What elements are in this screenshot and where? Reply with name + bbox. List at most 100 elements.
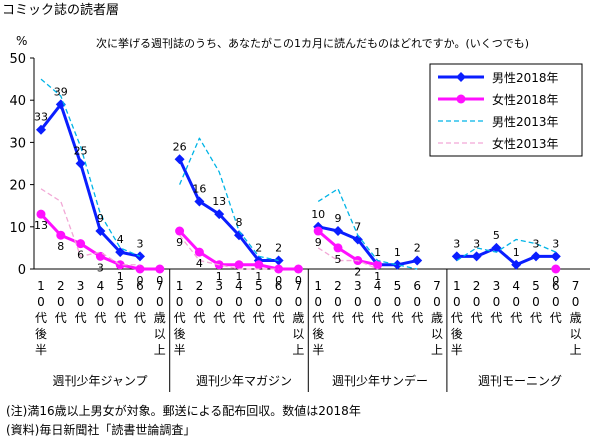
data-label: 10 — [311, 208, 325, 221]
data-label: 1 — [374, 246, 381, 259]
data-point — [135, 251, 145, 262]
data-label: 7 — [354, 220, 361, 233]
x-tick-label: 7 0 歳以上 — [154, 279, 166, 357]
data-label: 0 — [295, 274, 302, 287]
data-label: 2 — [275, 242, 282, 255]
data-label: 13 — [212, 195, 226, 208]
data-label: 1 — [513, 246, 520, 259]
data-label: 0 — [275, 274, 282, 287]
data-label: 1 — [394, 246, 401, 259]
data-label: 33 — [34, 111, 48, 124]
data-label: 8 — [236, 216, 243, 229]
series-line — [317, 247, 378, 270]
data-label: 8 — [57, 240, 64, 253]
note-scope: (注)満16歳以上男女が対象。郵送による配布回収。数値は2018年 — [6, 404, 361, 418]
data-label: 4 — [117, 233, 124, 246]
x-tick-label: 1 0 代後半 — [451, 279, 463, 357]
legend-label: 女性2018年 — [492, 92, 559, 107]
data-label: 1 — [216, 270, 223, 283]
legend-label: 男性2013年 — [492, 115, 559, 129]
series-line — [39, 213, 160, 271]
data-label: 3 — [137, 237, 144, 250]
group-label: 週刊少年ジャンプ — [52, 374, 147, 388]
y-tick-label: 30 — [9, 136, 26, 151]
series-line — [40, 188, 140, 266]
data-point — [551, 264, 561, 274]
y-unit-label: % — [16, 34, 27, 48]
legend-marker — [456, 72, 466, 82]
legend-box — [429, 63, 583, 157]
data-label: 3 — [552, 237, 559, 250]
series-line — [179, 234, 279, 270]
data-label: 5 — [335, 253, 342, 266]
data-label: 9 — [97, 212, 104, 225]
series-line — [317, 188, 418, 270]
data-label: 2 — [414, 242, 421, 255]
data-label: 1 — [236, 270, 243, 283]
series-line — [39, 102, 141, 258]
x-tick-label: 7 0 歳以上 — [570, 279, 582, 357]
series-line — [456, 246, 556, 267]
data-label: 13 — [34, 219, 48, 232]
data-label: 9 — [176, 236, 183, 249]
data-label: 2 — [354, 266, 361, 279]
x-tick-label: 1 0 代後半 — [312, 279, 324, 357]
legend-label: 男性2018年 — [492, 71, 559, 85]
data-label: 3 — [473, 237, 480, 250]
chart-title: コミック誌の読者層 — [2, 2, 119, 18]
note-source: (資料)毎日新聞社「読書世論調査」 — [6, 423, 196, 437]
x-tick-label: 1 0 代後半 — [174, 279, 186, 357]
y-tick-label: 20 — [9, 179, 26, 194]
data-label: 1 — [374, 270, 381, 283]
data-label: 25 — [74, 145, 88, 158]
group-label: 週刊モーニング — [478, 374, 562, 388]
data-label: 39 — [54, 85, 68, 98]
data-label: 2 — [255, 242, 262, 255]
series-line — [317, 229, 378, 267]
data-label: 16 — [192, 182, 206, 195]
series-line — [317, 225, 418, 267]
x-tick-label: 7 0 歳以上 — [292, 279, 304, 357]
data-label: 0 — [552, 274, 559, 287]
data-label: 9 — [335, 212, 342, 225]
series-line — [456, 238, 557, 262]
data-label: 1 — [117, 270, 124, 283]
group-label: 週刊少年マガジン — [196, 374, 292, 388]
data-label: 0 — [137, 274, 144, 287]
data-label: 3 — [453, 237, 460, 250]
chart-subtitle: 次に挙げる週刊誌のうち、あなたがこの1カ月に読んだものはどれですか。(いくつでも… — [96, 36, 529, 50]
data-label: 3 — [97, 261, 104, 274]
y-tick-label: 10 — [9, 221, 26, 236]
y-tick-label: 0 — [18, 263, 26, 278]
data-label: 6 — [77, 249, 84, 262]
legend-label: 女性2013年 — [492, 136, 559, 151]
data-label: 3 — [533, 237, 540, 250]
data-label: 5 — [493, 229, 500, 242]
series-line — [179, 137, 279, 262]
series-line — [178, 158, 279, 263]
data-label: 4 — [196, 257, 203, 270]
y-tick-label: 40 — [9, 94, 26, 109]
y-tick-label: 50 — [9, 52, 26, 67]
data-label: 9 — [315, 236, 322, 249]
